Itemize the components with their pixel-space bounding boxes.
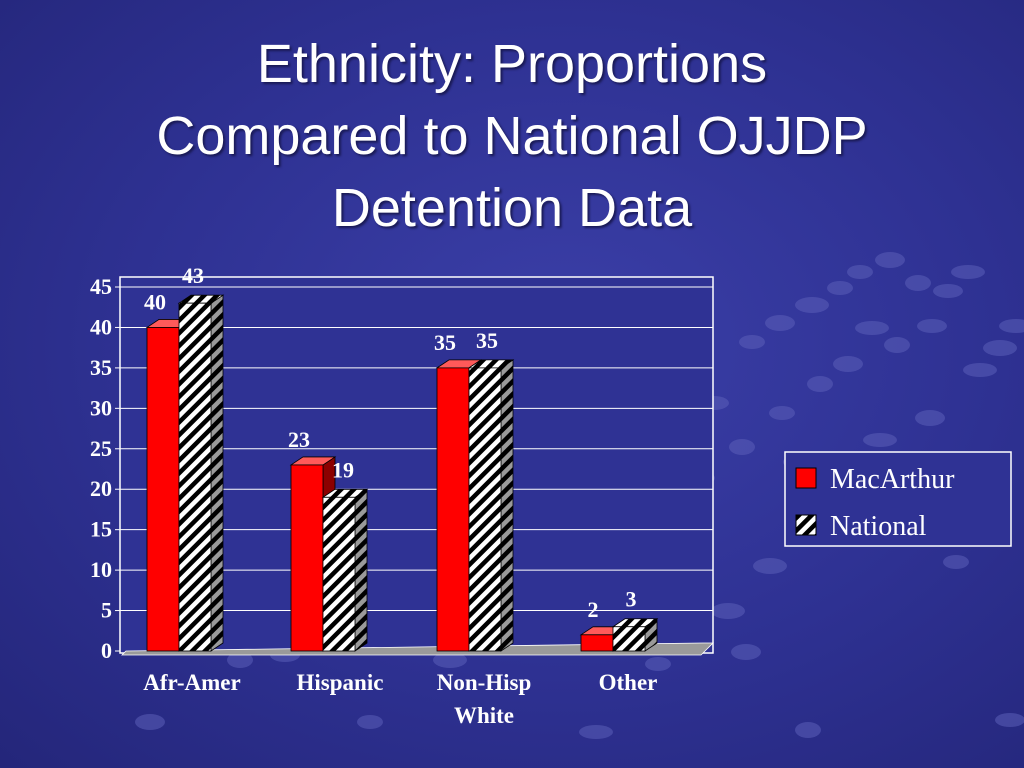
background-dot bbox=[765, 315, 795, 331]
bar-national-3 bbox=[611, 617, 659, 652]
x-tick-label: White bbox=[454, 703, 514, 728]
legend-label: National bbox=[830, 511, 927, 542]
data-label: 40 bbox=[144, 289, 166, 314]
bars bbox=[145, 294, 659, 652]
bar-front bbox=[436, 367, 470, 652]
bar-national-1 bbox=[321, 488, 369, 652]
bar-front bbox=[322, 496, 356, 652]
legend-label: MacArthur bbox=[830, 464, 955, 495]
bar-national-0 bbox=[177, 294, 225, 652]
slide-title: Ethnicity: Proportions Compared to Natio… bbox=[60, 28, 964, 244]
background-dot bbox=[855, 321, 889, 335]
y-tick-label: 20 bbox=[90, 476, 112, 501]
bar-side bbox=[210, 294, 224, 652]
y-axis: 0 5 10 15 20 25 30 35 40 45 bbox=[90, 274, 120, 663]
background-dot bbox=[739, 335, 765, 349]
y-tick-label: 30 bbox=[90, 395, 112, 420]
background-dot bbox=[833, 356, 863, 372]
background-dot bbox=[963, 363, 997, 377]
y-tick-label: 0 bbox=[101, 638, 112, 663]
background-dot bbox=[995, 713, 1024, 727]
background-dot bbox=[729, 439, 755, 455]
bar-front bbox=[146, 327, 180, 652]
background-dot bbox=[983, 340, 1017, 356]
bar-front bbox=[580, 634, 614, 652]
x-tick-label: Other bbox=[599, 670, 658, 695]
data-label: 2 bbox=[588, 597, 599, 622]
y-tick-label: 25 bbox=[90, 436, 112, 461]
y-tick-label: 40 bbox=[90, 314, 112, 339]
data-label: 43 bbox=[182, 263, 204, 288]
data-label: 3 bbox=[626, 587, 637, 612]
background-dot bbox=[917, 319, 947, 333]
background-dot bbox=[769, 406, 795, 420]
background-dot bbox=[807, 376, 833, 392]
background-dot bbox=[645, 657, 671, 671]
background-dot bbox=[999, 319, 1024, 333]
legend-swatch bbox=[795, 514, 817, 536]
bar-side bbox=[354, 488, 368, 652]
title-line-1: Ethnicity: Proportions bbox=[256, 34, 768, 94]
data-label: 19 bbox=[332, 457, 354, 482]
background-dot bbox=[827, 281, 853, 295]
bar-side bbox=[500, 359, 514, 652]
y-tick-label: 5 bbox=[101, 598, 112, 623]
y-tick-label: 45 bbox=[90, 274, 112, 299]
background-dot bbox=[943, 555, 969, 569]
background-dot bbox=[905, 275, 931, 291]
background-dot bbox=[847, 265, 873, 279]
y-tick-label: 10 bbox=[90, 557, 112, 582]
background-dot bbox=[795, 722, 821, 738]
background-dot bbox=[711, 603, 745, 619]
data-label: 23 bbox=[288, 427, 310, 452]
title-line-2: Compared to National OJJDP bbox=[156, 106, 868, 166]
background-dot bbox=[433, 652, 467, 668]
bar-front bbox=[178, 302, 212, 652]
background-dot bbox=[795, 297, 829, 313]
y-tick-label: 35 bbox=[90, 355, 112, 380]
bar-front bbox=[290, 464, 324, 652]
background-dot bbox=[753, 558, 787, 574]
bar-front bbox=[612, 626, 646, 652]
background-dot bbox=[933, 284, 963, 298]
background-dot bbox=[227, 652, 253, 668]
bar-front bbox=[468, 367, 502, 652]
x-tick-label: Non-Hisp bbox=[437, 670, 532, 695]
background-dot bbox=[951, 265, 985, 279]
background-dot bbox=[915, 410, 945, 426]
x-tick-label: Afr-Amer bbox=[143, 670, 240, 695]
background-dot bbox=[875, 252, 905, 268]
background-dot bbox=[579, 725, 613, 739]
background-dot bbox=[863, 433, 897, 447]
data-label: 35 bbox=[434, 330, 456, 355]
legend-swatch bbox=[795, 467, 817, 489]
background-dot bbox=[135, 714, 165, 730]
legend-box bbox=[784, 451, 1012, 547]
background-dot bbox=[357, 715, 383, 729]
legend: MacArthur National bbox=[784, 451, 1012, 547]
background-dot bbox=[731, 644, 761, 660]
data-label: 35 bbox=[476, 328, 498, 353]
bar-national-2 bbox=[467, 359, 515, 652]
background-dot bbox=[884, 337, 910, 353]
x-axis: Afr-Amer Hispanic Non-Hisp White Other bbox=[143, 670, 657, 728]
y-tick-label: 15 bbox=[90, 517, 112, 542]
x-tick-label: Hispanic bbox=[297, 670, 384, 695]
title-line-3: Detention Data bbox=[331, 178, 693, 238]
